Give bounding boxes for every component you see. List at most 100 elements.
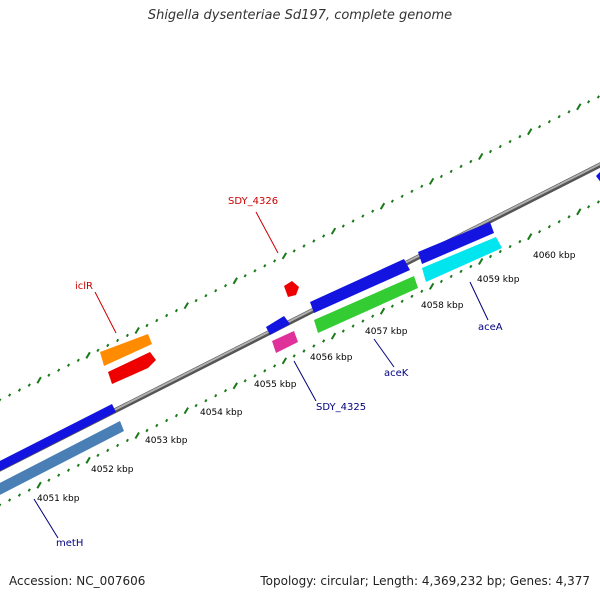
leader-aceK (373, 338, 395, 368)
minor-tick (371, 209, 375, 213)
gene-aceB[interactable] (310, 259, 410, 313)
tick-label: 4056 kbp (310, 353, 353, 363)
minor-tick (587, 100, 591, 104)
minor-tick (547, 224, 551, 229)
gene-edge-fragment[interactable] (596, 170, 600, 184)
minor-tick (125, 333, 129, 338)
minor-tick (263, 264, 267, 268)
minor-tick (596, 200, 600, 204)
minor-tick (253, 269, 257, 273)
major-tick (576, 103, 582, 111)
tick-label: 4051 kbp (37, 494, 80, 504)
minor-tick (145, 323, 149, 328)
minor-tick (400, 194, 404, 199)
gene-label-aceA[interactable]: aceA (478, 322, 503, 333)
minor-tick (312, 239, 316, 243)
minor-tick (302, 244, 306, 248)
minor-tick (214, 393, 218, 398)
major-tick (478, 257, 484, 266)
gene-iclR-reverse[interactable] (108, 352, 156, 384)
major-tick (183, 407, 189, 415)
minor-tick (410, 294, 414, 299)
tick-label: 4054 kbp (200, 408, 243, 418)
major-tick (428, 282, 435, 290)
minor-tick (518, 239, 522, 244)
minor-tick (204, 293, 208, 298)
gene-aceK[interactable] (314, 276, 418, 333)
gene-metH-forward[interactable] (0, 404, 116, 476)
minor-tick (273, 259, 277, 263)
major-tick (478, 152, 484, 161)
minor-tick (125, 438, 129, 443)
major-tick (183, 302, 189, 310)
minor-tick (292, 354, 296, 358)
minor-tick (341, 329, 345, 333)
minor-tick (165, 418, 169, 423)
minor-tick (537, 229, 542, 234)
major-tick (134, 326, 140, 335)
major-tick (232, 382, 238, 390)
gene-label-aceK[interactable]: aceK (384, 368, 409, 379)
minor-tick (361, 319, 365, 323)
gene-SDY_4326[interactable] (284, 281, 299, 297)
major-tick (134, 431, 140, 440)
minor-tick (145, 428, 149, 433)
tick-label: 4052 kbp (91, 465, 134, 475)
minor-tick (322, 234, 326, 238)
tick-label: 4055 kbp (254, 380, 297, 390)
tick-label: 4053 kbp (145, 436, 188, 446)
leader-metH (33, 498, 59, 539)
gene-label-iclR[interactable]: iclR (75, 281, 93, 292)
minor-tick (8, 498, 12, 502)
minor-tick (165, 313, 169, 318)
minor-tick (106, 448, 110, 453)
major-tick (281, 357, 288, 365)
inner-dotted-track (0, 200, 600, 507)
minor-tick (0, 398, 2, 402)
gene-metH-reverse[interactable] (0, 421, 124, 500)
gene-SDY_4325-reverse[interactable] (272, 331, 298, 353)
tick-label: 4059 kbp (477, 275, 520, 285)
minor-tick (400, 299, 404, 304)
minor-tick (96, 453, 100, 458)
minor-tick (76, 463, 80, 468)
outer-dotted-track (0, 95, 600, 402)
minor-tick (390, 304, 394, 308)
minor-tick (420, 289, 424, 294)
minor-tick (302, 349, 306, 353)
minor-tick (547, 119, 551, 124)
minor-tick (57, 368, 61, 372)
minor-tick (361, 214, 365, 218)
minor-tick (155, 318, 159, 323)
minor-tick (312, 344, 316, 348)
map-title: Shigella dysenteriae Sd197, complete gen… (147, 8, 453, 23)
major-tick (379, 307, 386, 315)
minor-tick (439, 279, 443, 284)
gene-label-SDY_4325[interactable]: SDY_4325 (316, 402, 366, 413)
leader-aceA (469, 281, 489, 321)
minor-tick (469, 264, 473, 269)
minor-tick (8, 393, 12, 397)
minor-tick (76, 358, 80, 363)
gene-SDY_4325-forward[interactable] (266, 316, 290, 335)
minor-tick (204, 398, 208, 403)
minor-tick (351, 324, 355, 328)
minor-tick (27, 383, 31, 387)
minor-tick (587, 205, 591, 209)
minor-tick (371, 314, 375, 318)
minor-tick (223, 283, 228, 288)
major-tick (330, 227, 337, 235)
major-tick (527, 128, 533, 136)
minor-tick (17, 388, 22, 392)
minor-tick (557, 219, 561, 224)
gene-iclR-forward[interactable] (100, 334, 152, 366)
minor-tick (273, 364, 277, 368)
gene-aceA-forward[interactable] (418, 222, 494, 264)
minor-tick (557, 114, 561, 119)
gene-aceA-reverse[interactable] (422, 237, 502, 282)
minor-tick (488, 149, 493, 154)
gene-label-metH[interactable]: metH (56, 538, 83, 549)
gene-label-SDY_4326[interactable]: SDY_4326 (228, 196, 278, 207)
